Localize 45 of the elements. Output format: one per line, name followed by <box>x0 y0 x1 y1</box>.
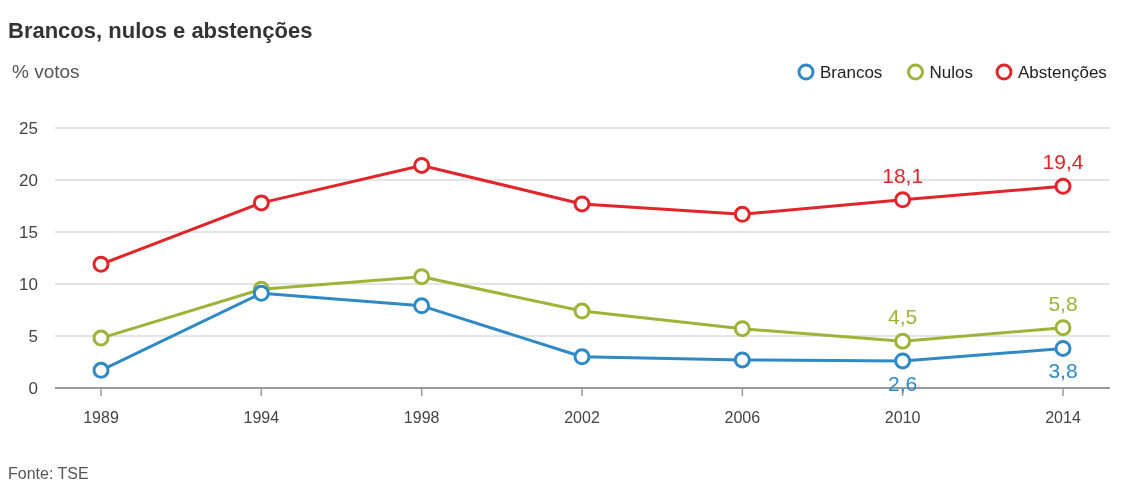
data-label: 2,6 <box>888 371 918 395</box>
point <box>894 191 912 209</box>
y-tick-label: 25 <box>19 119 38 138</box>
x-tick-label: 2006 <box>724 409 761 426</box>
point <box>413 156 431 174</box>
source-note: Fonte: TSE <box>8 465 89 482</box>
x-tick-label: 2010 <box>884 409 921 426</box>
point <box>413 268 431 286</box>
point <box>1054 177 1072 195</box>
y-tick-label: 5 <box>28 327 38 346</box>
point <box>573 348 591 366</box>
point <box>573 195 591 213</box>
legend-label: Abstenções <box>1018 63 1107 82</box>
x-tick-label: 1998 <box>403 409 440 426</box>
point <box>92 255 110 273</box>
data-label: 3,8 <box>1048 359 1078 383</box>
data-label: 18,1 <box>882 163 924 187</box>
x-tick-label: 2002 <box>564 409 600 426</box>
data-label: 5,8 <box>1048 291 1078 315</box>
point <box>1054 339 1072 357</box>
y-axis-title: % votos <box>12 61 80 82</box>
y-tick-label: 15 <box>19 223 38 242</box>
point <box>413 297 431 315</box>
point <box>573 302 591 320</box>
y-tick-label: 0 <box>28 379 38 398</box>
point <box>733 205 751 223</box>
data-label: 19,4 <box>1042 150 1084 174</box>
y-tick-label: 20 <box>19 171 38 190</box>
point <box>733 351 751 369</box>
point <box>252 194 270 212</box>
x-tick-label: 1989 <box>83 409 119 426</box>
point <box>92 329 110 347</box>
point <box>894 332 912 350</box>
data-label: 4,5 <box>888 305 918 329</box>
point <box>1054 319 1072 337</box>
chart-title: Brancos, nulos e abstenções <box>8 18 313 43</box>
x-tick-label: 2014 <box>1045 409 1081 426</box>
legend-label: Nulos <box>929 63 973 82</box>
y-tick-label: 10 <box>19 275 38 294</box>
point <box>252 284 270 302</box>
legend-label: Brancos <box>820 63 883 82</box>
point <box>92 361 110 379</box>
point <box>894 352 912 370</box>
x-tick-label: 1994 <box>243 409 280 426</box>
point <box>733 320 751 338</box>
